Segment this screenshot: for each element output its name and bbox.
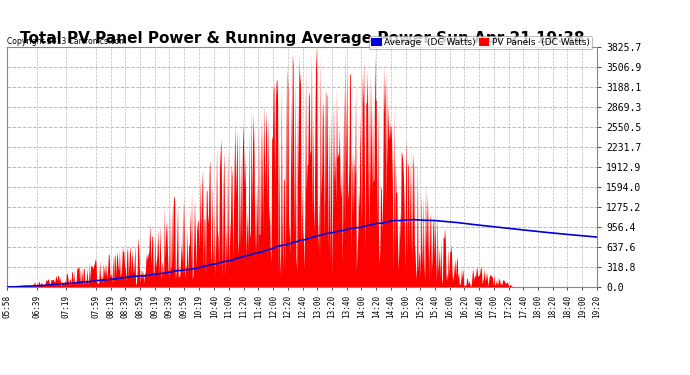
Title: Total PV Panel Power & Running Average Power Sun Apr 21 19:38: Total PV Panel Power & Running Average P…: [19, 31, 584, 46]
Text: Copyright 2013 Cartronics.com: Copyright 2013 Cartronics.com: [7, 37, 126, 46]
Legend: Average  (DC Watts), PV Panels  (DC Watts): Average (DC Watts), PV Panels (DC Watts): [368, 36, 592, 49]
